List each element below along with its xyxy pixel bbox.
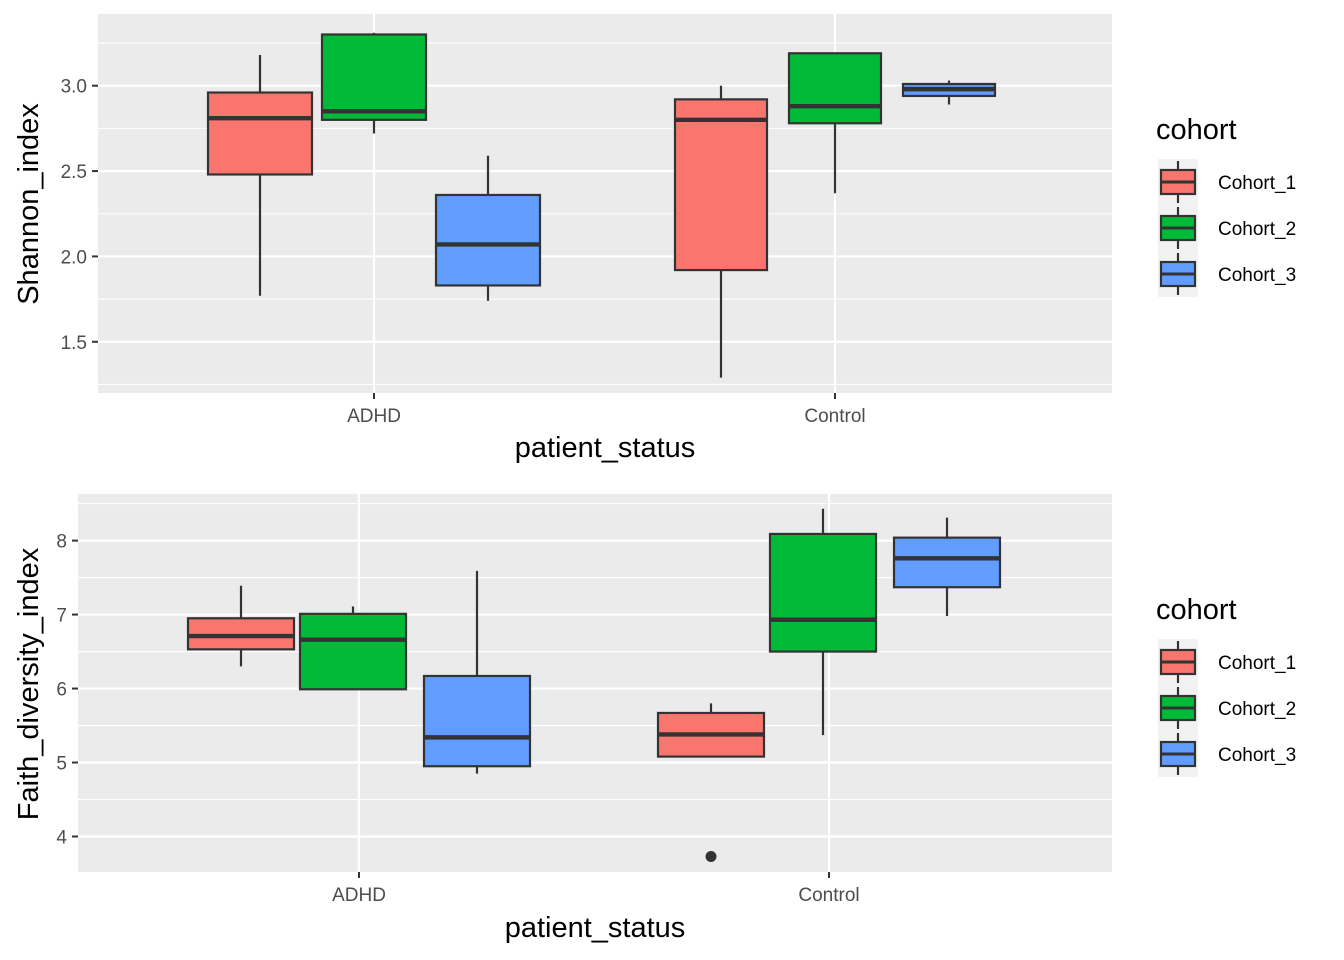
faith-legend-title: cohort [1156,594,1237,626]
faith-x-tick-label-adhd: ADHD [332,885,386,906]
faith-cohort-1-control-outlier-point [705,850,717,862]
faith-boxes [186,508,1002,862]
shannon-cohort-1-adhd-box [206,91,314,176]
shannon-x-tick-label-adhd: ADHD [347,406,401,427]
faith-y-tick-label: 7 [56,606,67,627]
faith-cohort-3-adhd-box [422,674,532,768]
faith-x-axis-title: patient_status [505,912,686,944]
shannon-cohort-1-control-box [673,98,769,272]
shannon-legend-title: cohort [1156,114,1237,146]
faith-legend-cohort-2-label: Cohort_2 [1218,699,1296,720]
shannon-cohort-2-adhd-box [320,33,428,121]
shannon-chart: 1.5 2.0 2.5 3.0 ADHD Control Shannon_index p… [13,14,1296,464]
faith-y-tick-label: 5 [56,754,67,775]
faith-cohort-2-control-box [768,532,878,653]
faith-cohort-3-control-box [892,536,1002,589]
shannon-legend-cohort-2-label: Cohort_2 [1218,219,1296,240]
shannon-y-tick-label: 1.5 [61,333,87,354]
faith-y-tick-label: 6 [56,680,67,701]
faith-legend-cohort-1-label: Cohort_1 [1218,653,1296,674]
shannon-boxes [206,32,997,378]
faith-cohort-2-adhd-box [298,612,408,691]
faith-y-tick-label: 8 [56,532,67,553]
faith-y-axis-title: Faith_diversity_index [13,547,45,820]
shannon-x-ticks: ADHD Control [347,393,866,427]
faith-legend: cohort Cohort_1 Cohort_2 Cohort_3 [1156,594,1296,777]
faith-legend-cohort-3-label: Cohort_3 [1218,745,1296,766]
shannon-legend-cohort-3-label: Cohort_3 [1218,265,1296,286]
faith-y-tick-label: 4 [56,827,67,848]
shannon-cohort-2-control-box [787,52,883,125]
faith-x-tick-label-control: Control [798,885,859,906]
shannon-x-axis-title: patient_status [515,432,696,464]
faith-cohort-1-adhd-box [186,617,296,651]
shannon-x-tick-label-control: Control [804,406,865,427]
shannon-cohort-3-adhd-box [434,193,542,287]
shannon-y-tick-label: 2.0 [61,247,87,268]
shannon-legend: cohort Cohort_1 Cohort_2 Cohort_3 [1156,114,1296,297]
shannon-plot-panel [98,14,1112,393]
shannon-y-axis-title: Shannon_index [13,103,45,305]
shannon-legend-cohort-1-label: Cohort_1 [1218,173,1296,194]
faith-x-ticks: ADHD Control [332,872,860,906]
faith-y-ticks: 4 5 6 7 8 [56,532,78,848]
shannon-y-tick-label: 2.5 [61,162,87,183]
shannon-y-tick-label: 3.0 [61,77,87,98]
shannon-y-ticks: 1.5 2.0 2.5 3.0 [61,77,98,354]
